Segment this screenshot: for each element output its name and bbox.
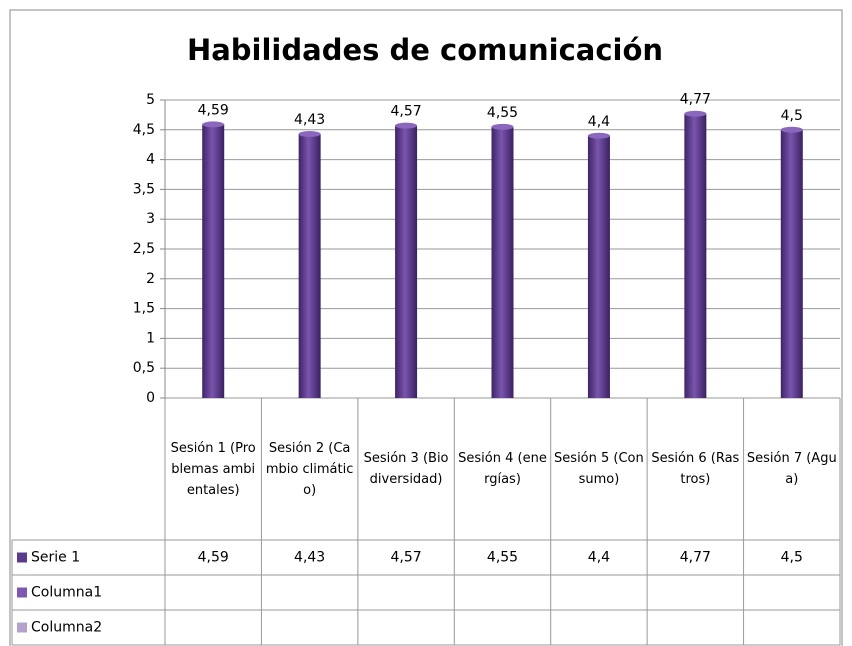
- x-category-cell: Sesión 1 (Problemas ambientales): [170, 440, 256, 498]
- bar: [395, 125, 418, 399]
- y-tick-label: 1: [146, 330, 155, 346]
- x-tick-label: Sesión 2 (Cambio climático): [265, 440, 354, 498]
- y-tick-label: 4,5: [133, 122, 155, 138]
- bar-cap: [298, 130, 321, 137]
- y-tick-label: 4: [146, 152, 155, 168]
- legend-key: [17, 587, 27, 598]
- y-tick-label: 3,5: [133, 181, 155, 197]
- table-value: 4,55: [487, 550, 518, 566]
- data-label: 4,59: [198, 102, 229, 118]
- data-label: 4,43: [294, 112, 325, 128]
- y-tick-label: 0: [146, 390, 155, 406]
- bar: [202, 124, 225, 398]
- data-label: 4,77: [680, 92, 711, 108]
- bar-cap: [491, 123, 514, 130]
- data-label: 4,5: [781, 108, 803, 124]
- data-label: 4,57: [390, 104, 421, 120]
- x-tick-label: Sesión 6 (Rastros): [651, 451, 740, 487]
- legend-label: Columna2: [31, 620, 102, 636]
- y-tick-label: 3: [146, 211, 155, 227]
- x-category-cell: Sesión 5 (Consumo): [554, 451, 644, 487]
- x-tick-label: Sesión 3 (Biodiversidad): [363, 451, 449, 487]
- table-value: 4,5: [781, 550, 803, 566]
- x-category-cell: Sesión 3 (Biodiversidad): [363, 451, 449, 487]
- y-tick-label: 1,5: [133, 301, 155, 317]
- table-value: 4,59: [198, 550, 229, 566]
- legend-key: [17, 552, 27, 563]
- y-tick-label: 2,5: [133, 241, 155, 257]
- x-category-cell: Sesión 7 (Agua): [746, 451, 837, 487]
- data-label: 4,55: [487, 105, 518, 121]
- bar-cap: [587, 132, 610, 139]
- bar: [298, 133, 321, 399]
- y-tick-label: 5: [146, 92, 155, 108]
- table-value: 4,4: [588, 550, 610, 566]
- x-category-cell: Sesión 6 (Rastros): [651, 451, 740, 487]
- x-category-cell: Sesión 2 (Cambio climático): [265, 440, 354, 498]
- legend-label: Serie 1: [31, 550, 80, 566]
- x-tick-label: Sesión 4 (energías): [458, 451, 547, 487]
- x-tick-label: Sesión 5 (Consumo): [554, 451, 644, 487]
- bar: [587, 135, 610, 398]
- y-tick-label: 0,5: [133, 360, 155, 376]
- bar-cap: [684, 110, 707, 117]
- y-tick-label: 2: [146, 271, 155, 287]
- bar: [684, 113, 707, 398]
- x-tick-label: Sesión 7 (Agua): [746, 451, 837, 487]
- chart-border: [9, 9, 843, 646]
- legend-key: [17, 622, 27, 633]
- table-value: 4,77: [680, 550, 711, 566]
- bar: [491, 126, 514, 398]
- bar-cap: [780, 126, 803, 133]
- data-label: 4,4: [588, 114, 610, 130]
- chart-title: Habilidades de comunicación: [187, 33, 663, 67]
- bar-cap: [202, 121, 225, 128]
- legend-label: Columna1: [31, 585, 102, 601]
- x-tick-label: Sesión 1 (Problemas ambientales): [170, 440, 256, 498]
- table-value: 4,43: [294, 550, 325, 566]
- bar: [780, 129, 803, 399]
- bar-cap: [395, 122, 418, 129]
- table-value: 4,57: [390, 550, 421, 566]
- x-category-cell: Sesión 4 (energías): [458, 451, 547, 487]
